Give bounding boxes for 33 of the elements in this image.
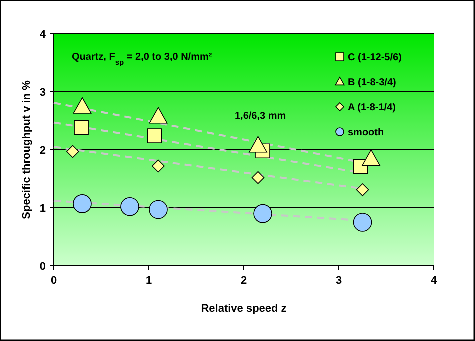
point [249,136,268,153]
annotation: 1,6/6,3 mm [235,111,286,122]
legend-label: C (1-12-5/6) [348,52,402,64]
y-tick-label: 1 [40,202,46,215]
point [252,171,265,184]
point [147,128,162,144]
point [152,160,165,173]
x-tick-label: 0 [50,275,58,287]
legend-label: smooth [348,128,384,138]
point [73,97,92,114]
point [149,200,168,220]
point [120,197,140,216]
y-tick-label: 3 [40,86,46,99]
x-tick-label: 3 [336,275,342,287]
y-tick-label: 4 [40,28,47,41]
y-tick-label: 0 [40,260,46,273]
x-axis-title: Relative speed z [201,303,288,315]
point [254,204,272,224]
y-axis-title: Specific throughput v in % [21,80,33,220]
point [149,107,168,124]
x-tick-label: 2 [240,275,248,287]
point [356,184,370,196]
legend-label: A (1-8-1/4) [348,102,396,114]
legend-label: B (1-8-3/4) [348,78,396,88]
point [66,145,80,158]
x-tick-label: 1 [146,275,152,287]
x-tick-label: 4 [430,275,438,287]
point [353,213,372,232]
annotation: Quartz, F$_{sp}$ = 2,0 to 3,0 N/mm² [72,52,213,66]
point [73,194,92,214]
y-tick-label: 2 [40,144,46,157]
point [74,120,89,136]
point [362,150,380,166]
